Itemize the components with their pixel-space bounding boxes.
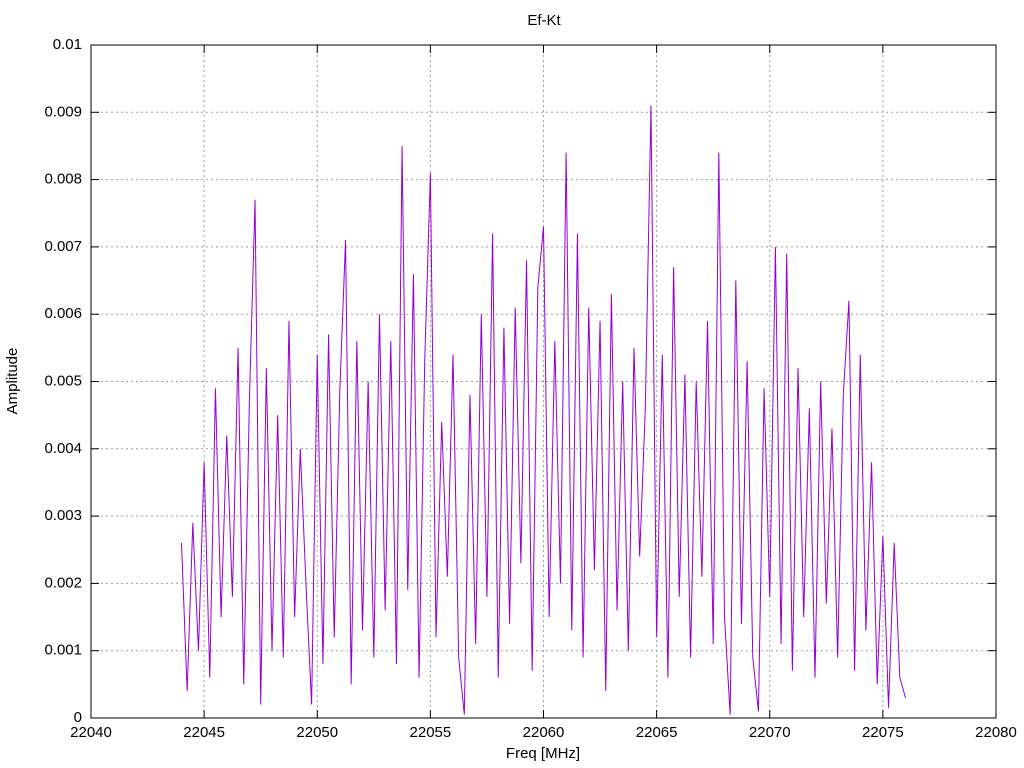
x-tick-label: 22075 xyxy=(862,724,904,741)
x-tick-label: 22070 xyxy=(749,724,791,741)
y-tick-label: 0.009 xyxy=(44,103,82,120)
y-tick-label: 0.007 xyxy=(44,238,82,255)
data-line xyxy=(181,105,906,715)
x-tick-label: 22040 xyxy=(70,724,112,741)
plot-frame xyxy=(90,44,997,719)
y-tick-label: 0 xyxy=(74,709,82,726)
x-tick-label: 22080 xyxy=(975,724,1017,741)
y-tick-label: 0.008 xyxy=(44,171,82,188)
x-axis-label: Freq [MHz] xyxy=(506,745,580,762)
y-axis-label: Amplitude xyxy=(4,348,21,415)
y-tick-label: 0.006 xyxy=(44,305,82,322)
x-tick-label: 22055 xyxy=(410,724,452,741)
y-tick-label: 0.004 xyxy=(44,440,82,457)
y-tick-label: 0.002 xyxy=(44,574,82,591)
x-tick-label: 22050 xyxy=(296,724,338,741)
x-tick-label: 22045 xyxy=(183,724,225,741)
x-tick-label: 22060 xyxy=(523,724,565,741)
y-tick-label: 0.003 xyxy=(44,507,82,524)
y-tick-label: 0.01 xyxy=(53,36,82,53)
chart-title: Ef-Kt xyxy=(527,12,561,29)
y-tick-label: 0.005 xyxy=(44,372,82,389)
x-tick-label: 22065 xyxy=(636,724,678,741)
y-tick-label: 0.001 xyxy=(44,642,82,659)
